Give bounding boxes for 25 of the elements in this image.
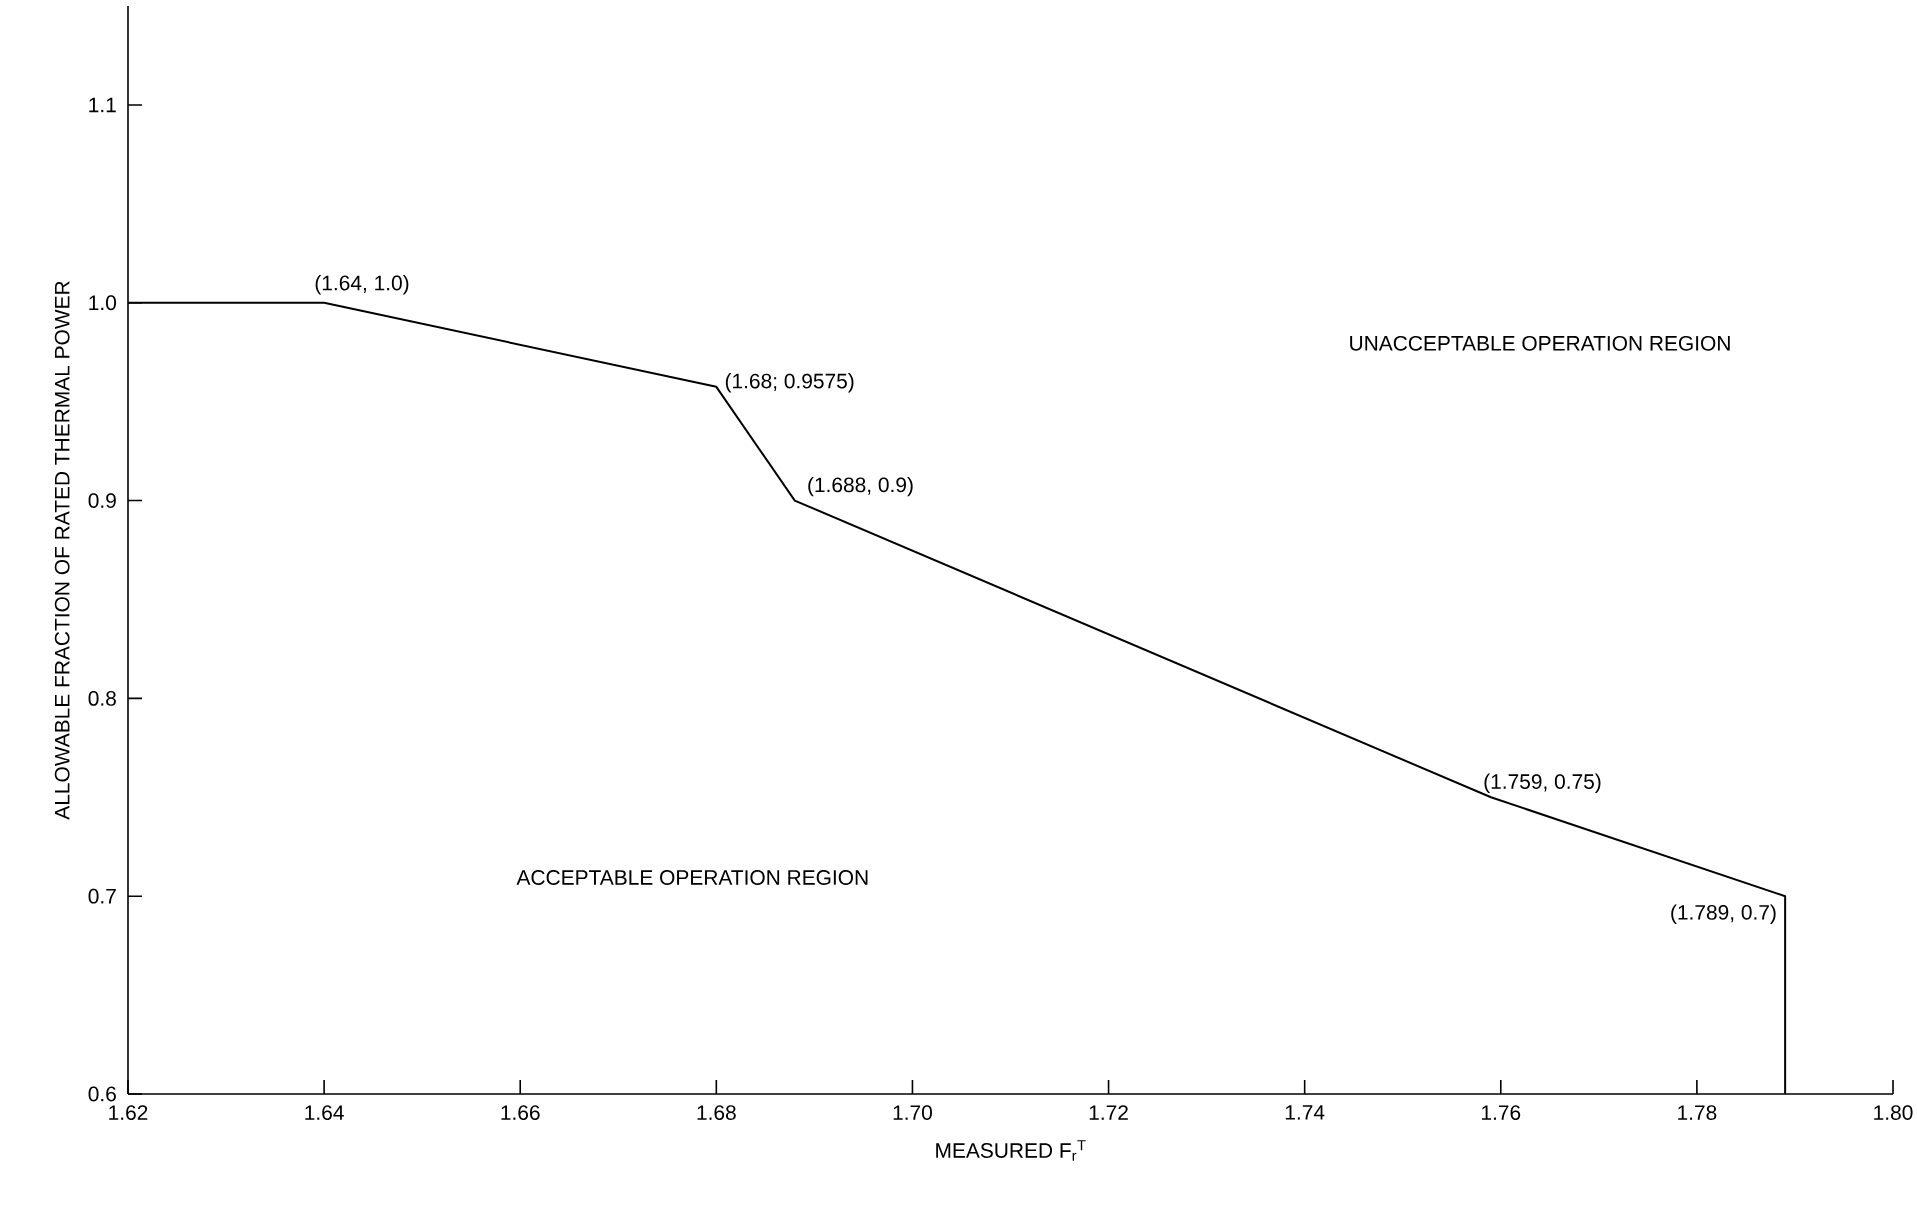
- annotation: (1.789, 0.7): [1671, 904, 1776, 924]
- x-tick-label: 1.76: [1482, 1105, 1521, 1120]
- x-tick-label: 1.80: [1874, 1105, 1913, 1120]
- annotation: UNACCEPTABLE OPERATION REGION: [1350, 335, 1730, 351]
- annotation: (1.68; 0.9575): [725, 373, 854, 393]
- x-tick-label: 1.66: [501, 1105, 540, 1120]
- annotation: (1.759, 0.75): [1484, 773, 1601, 794]
- x-tick-label: 1.70: [893, 1105, 932, 1120]
- x-tick-label: 1.78: [1678, 1105, 1717, 1120]
- y-tick-label: 1.1: [89, 97, 116, 113]
- x-tick-label: 1.62: [109, 1105, 148, 1120]
- y-axis-title: ALLOWABLE FRACTION OF RATED THERMAL POWER: [54, 281, 70, 820]
- y-tick-label: 0.7: [88, 888, 116, 904]
- x-tick-label: 1.74: [1285, 1105, 1325, 1120]
- x-tick-label: 1.68: [697, 1105, 736, 1120]
- annotation: (1.688, 0.9): [808, 476, 913, 497]
- y-tick-label: 0.6: [88, 1086, 116, 1102]
- y-tick-label: 0.9: [88, 493, 116, 508]
- x-tick-label: 1.72: [1089, 1105, 1128, 1120]
- annotation: ACCEPTABLE OPERATION REGION: [516, 870, 868, 885]
- y-tick-label: 0.8: [88, 690, 116, 706]
- x-axis-title: MEASURED F$_{r}$T: [936, 1140, 1086, 1161]
- annotation: (1.64, 1.0): [315, 275, 409, 295]
- x-tick-label: 1.64: [305, 1105, 344, 1120]
- y-tick-label: 1.0: [89, 295, 116, 311]
